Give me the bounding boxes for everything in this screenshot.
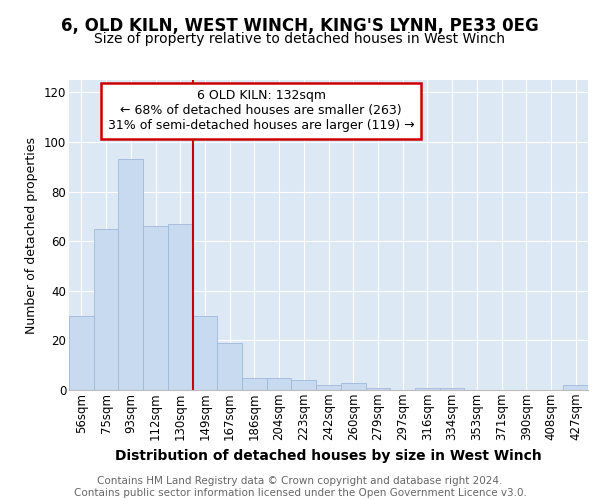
Text: Contains HM Land Registry data © Crown copyright and database right 2024.
Contai: Contains HM Land Registry data © Crown c… <box>74 476 526 498</box>
Text: Size of property relative to detached houses in West Winch: Size of property relative to detached ho… <box>95 32 505 46</box>
Bar <box>168 224 193 390</box>
Text: 6 OLD KILN: 132sqm
← 68% of detached houses are smaller (263)
31% of semi-detach: 6 OLD KILN: 132sqm ← 68% of detached hou… <box>108 90 415 132</box>
Bar <box>94 229 118 390</box>
Text: 6, OLD KILN, WEST WINCH, KING'S LYNN, PE33 0EG: 6, OLD KILN, WEST WINCH, KING'S LYNN, PE… <box>61 18 539 36</box>
Bar <box>217 343 242 390</box>
X-axis label: Distribution of detached houses by size in West Winch: Distribution of detached houses by size … <box>115 448 542 462</box>
Bar <box>365 388 390 390</box>
Bar <box>69 316 94 390</box>
Bar <box>143 226 168 390</box>
Bar <box>118 160 143 390</box>
Bar <box>415 388 440 390</box>
Bar <box>563 385 588 390</box>
Bar <box>242 378 267 390</box>
Bar <box>341 382 365 390</box>
Bar <box>292 380 316 390</box>
Bar <box>440 388 464 390</box>
Bar <box>316 385 341 390</box>
Bar <box>267 378 292 390</box>
Bar <box>193 316 217 390</box>
Y-axis label: Number of detached properties: Number of detached properties <box>25 136 38 334</box>
